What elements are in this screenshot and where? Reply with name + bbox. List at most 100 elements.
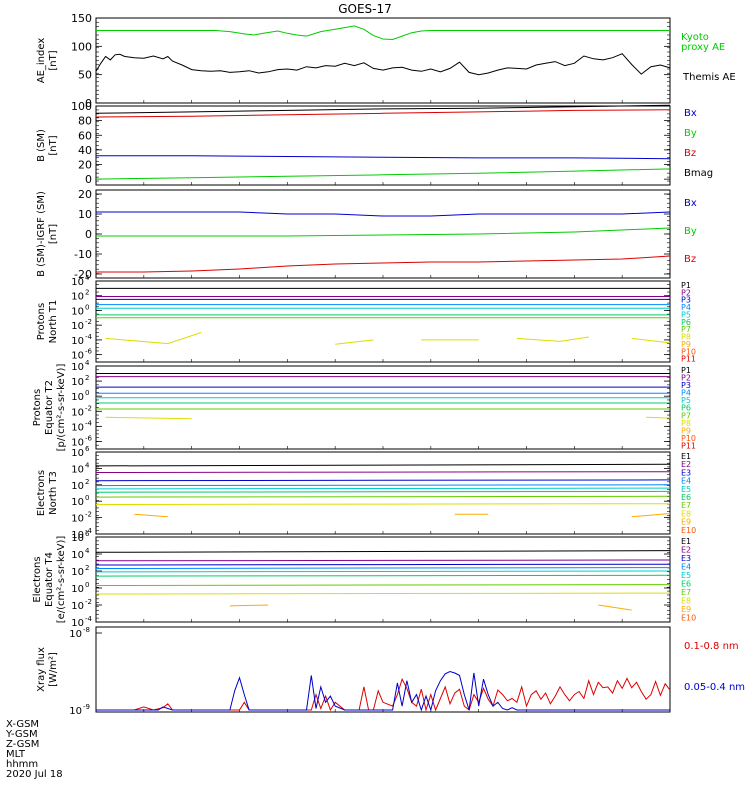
y-axis-label: Protons xyxy=(36,303,47,340)
legend-entry: E5 xyxy=(681,485,691,494)
y-tick-label: 0 xyxy=(85,228,92,241)
y-tick-exponent: 0 xyxy=(85,389,89,397)
y-tick-label: 10 xyxy=(71,497,84,508)
series-P8-segment xyxy=(105,416,192,420)
y-tick-label: 100 xyxy=(71,40,92,53)
y-tick-label: 10 xyxy=(71,618,84,629)
y-tick-label: -20 xyxy=(74,268,92,281)
y-axis-label: Electrons xyxy=(32,556,43,602)
y-tick-label: 20 xyxy=(78,188,92,201)
y-axis-label: Equator T2 xyxy=(44,380,55,435)
y-tick-exponent: -4 xyxy=(85,527,93,535)
y-tick-exponent: -6 xyxy=(85,434,93,442)
panel-frame xyxy=(95,536,671,623)
legend-entry: P1 xyxy=(681,366,691,375)
series-E2 xyxy=(95,471,671,473)
y-tick-label: 10 xyxy=(78,208,92,221)
y-tick-exponent: 0 xyxy=(85,494,89,502)
y-tick-label: 0 xyxy=(85,173,92,186)
series-P8-segment xyxy=(335,339,374,345)
series-line xyxy=(96,255,671,273)
series-E4 xyxy=(95,484,671,487)
legend-entry: E8 xyxy=(681,509,691,518)
legend-entry: E1 xyxy=(681,537,691,546)
y-tick-exponent: 2 xyxy=(85,564,89,572)
y-tick-exponent: 0 xyxy=(85,581,89,589)
series-E9-segment xyxy=(134,513,168,518)
legend-entry: P10 xyxy=(681,434,696,443)
legend-entry: P5 xyxy=(681,396,691,405)
y-tick-label: 10 xyxy=(71,277,84,288)
y-tick-exponent: -2 xyxy=(85,598,92,606)
legend-entry: E5 xyxy=(681,571,691,580)
series-P8-segment xyxy=(631,337,671,344)
y-tick-exponent: -2 xyxy=(85,318,92,326)
legend-entry: By xyxy=(684,128,697,139)
series-line xyxy=(96,670,670,712)
series-E5 xyxy=(95,570,671,573)
series-E6 xyxy=(95,490,671,493)
y-axis-label: Electrons xyxy=(36,470,47,516)
legend-entry: P4 xyxy=(681,389,691,398)
legend-entry: Bz xyxy=(684,148,696,159)
y-tick-exponent: 4 xyxy=(85,359,90,367)
series-E7 xyxy=(95,584,671,586)
series-E8 xyxy=(95,592,671,595)
series-line xyxy=(96,25,670,41)
legend-entry: P11 xyxy=(681,355,696,364)
legend-entry: E1 xyxy=(681,452,691,461)
y-axis-label: B (SM)-IGRF (SM) xyxy=(36,191,47,277)
y-tick-label: 10 xyxy=(71,584,84,595)
y-tick-label: 10 xyxy=(71,422,84,433)
series-E7 xyxy=(95,495,671,498)
y-tick-label: 10 xyxy=(71,550,84,561)
y-tick-exponent: 4 xyxy=(85,461,90,469)
series-line xyxy=(95,104,671,114)
y-axis-label: Equator T4 xyxy=(44,552,55,607)
legend-entry: By xyxy=(684,226,697,237)
y-tick-label: 10 xyxy=(71,377,84,388)
legend-entry: P11 xyxy=(681,441,696,450)
legend-entry: P8 xyxy=(681,419,691,428)
y-tick-label: 40 xyxy=(78,144,92,157)
legend-entry: Bz xyxy=(684,254,696,265)
ephemeris-row-label: Z-GSM xyxy=(6,739,39,750)
panel-frame xyxy=(95,280,671,363)
y-tick-label: -10 xyxy=(74,248,92,261)
y-tick-exponent: 4 xyxy=(85,547,90,555)
legend-entry: E10 xyxy=(681,526,696,535)
y-tick-exponent: -4 xyxy=(85,615,93,623)
y-tick-exponent: 6 xyxy=(85,445,90,453)
ephemeris-row-label: MLT xyxy=(6,749,26,760)
legend-entry: P7 xyxy=(681,411,691,420)
legend-entry: P9 xyxy=(681,426,691,435)
y-tick-label: 20 xyxy=(78,159,92,172)
y-tick-exponent: 2 xyxy=(85,374,89,382)
legend-entry: E7 xyxy=(681,588,691,597)
legend-entry: P3 xyxy=(681,296,691,305)
series-P8-segment xyxy=(105,332,202,345)
series-line xyxy=(95,168,671,180)
y-axis-label: B (SM) xyxy=(36,129,47,162)
series-line xyxy=(95,53,671,76)
y-tick-label: 10 xyxy=(71,601,84,612)
y-tick-label: 10 xyxy=(71,407,84,418)
legend-entry: E9 xyxy=(681,605,691,614)
y-axis-label: [nT] xyxy=(48,50,59,70)
y-tick-label: 50 xyxy=(78,69,92,82)
legend-entry: proxy AE xyxy=(681,42,725,53)
legend-entry: E10 xyxy=(681,614,696,623)
legend-entry: E4 xyxy=(681,477,691,486)
y-tick-label: 10 xyxy=(71,392,84,403)
y-tick-label: 10 xyxy=(71,351,84,362)
y-tick-label: 10 xyxy=(71,306,84,317)
y-tick-label: 10 xyxy=(71,530,84,541)
y-tick-exponent: 4 xyxy=(85,274,90,282)
y-tick-label: 0 xyxy=(85,97,92,110)
panel-frame xyxy=(95,189,671,279)
legend-entry: Bx xyxy=(684,108,697,119)
legend-entry: E6 xyxy=(681,580,691,589)
